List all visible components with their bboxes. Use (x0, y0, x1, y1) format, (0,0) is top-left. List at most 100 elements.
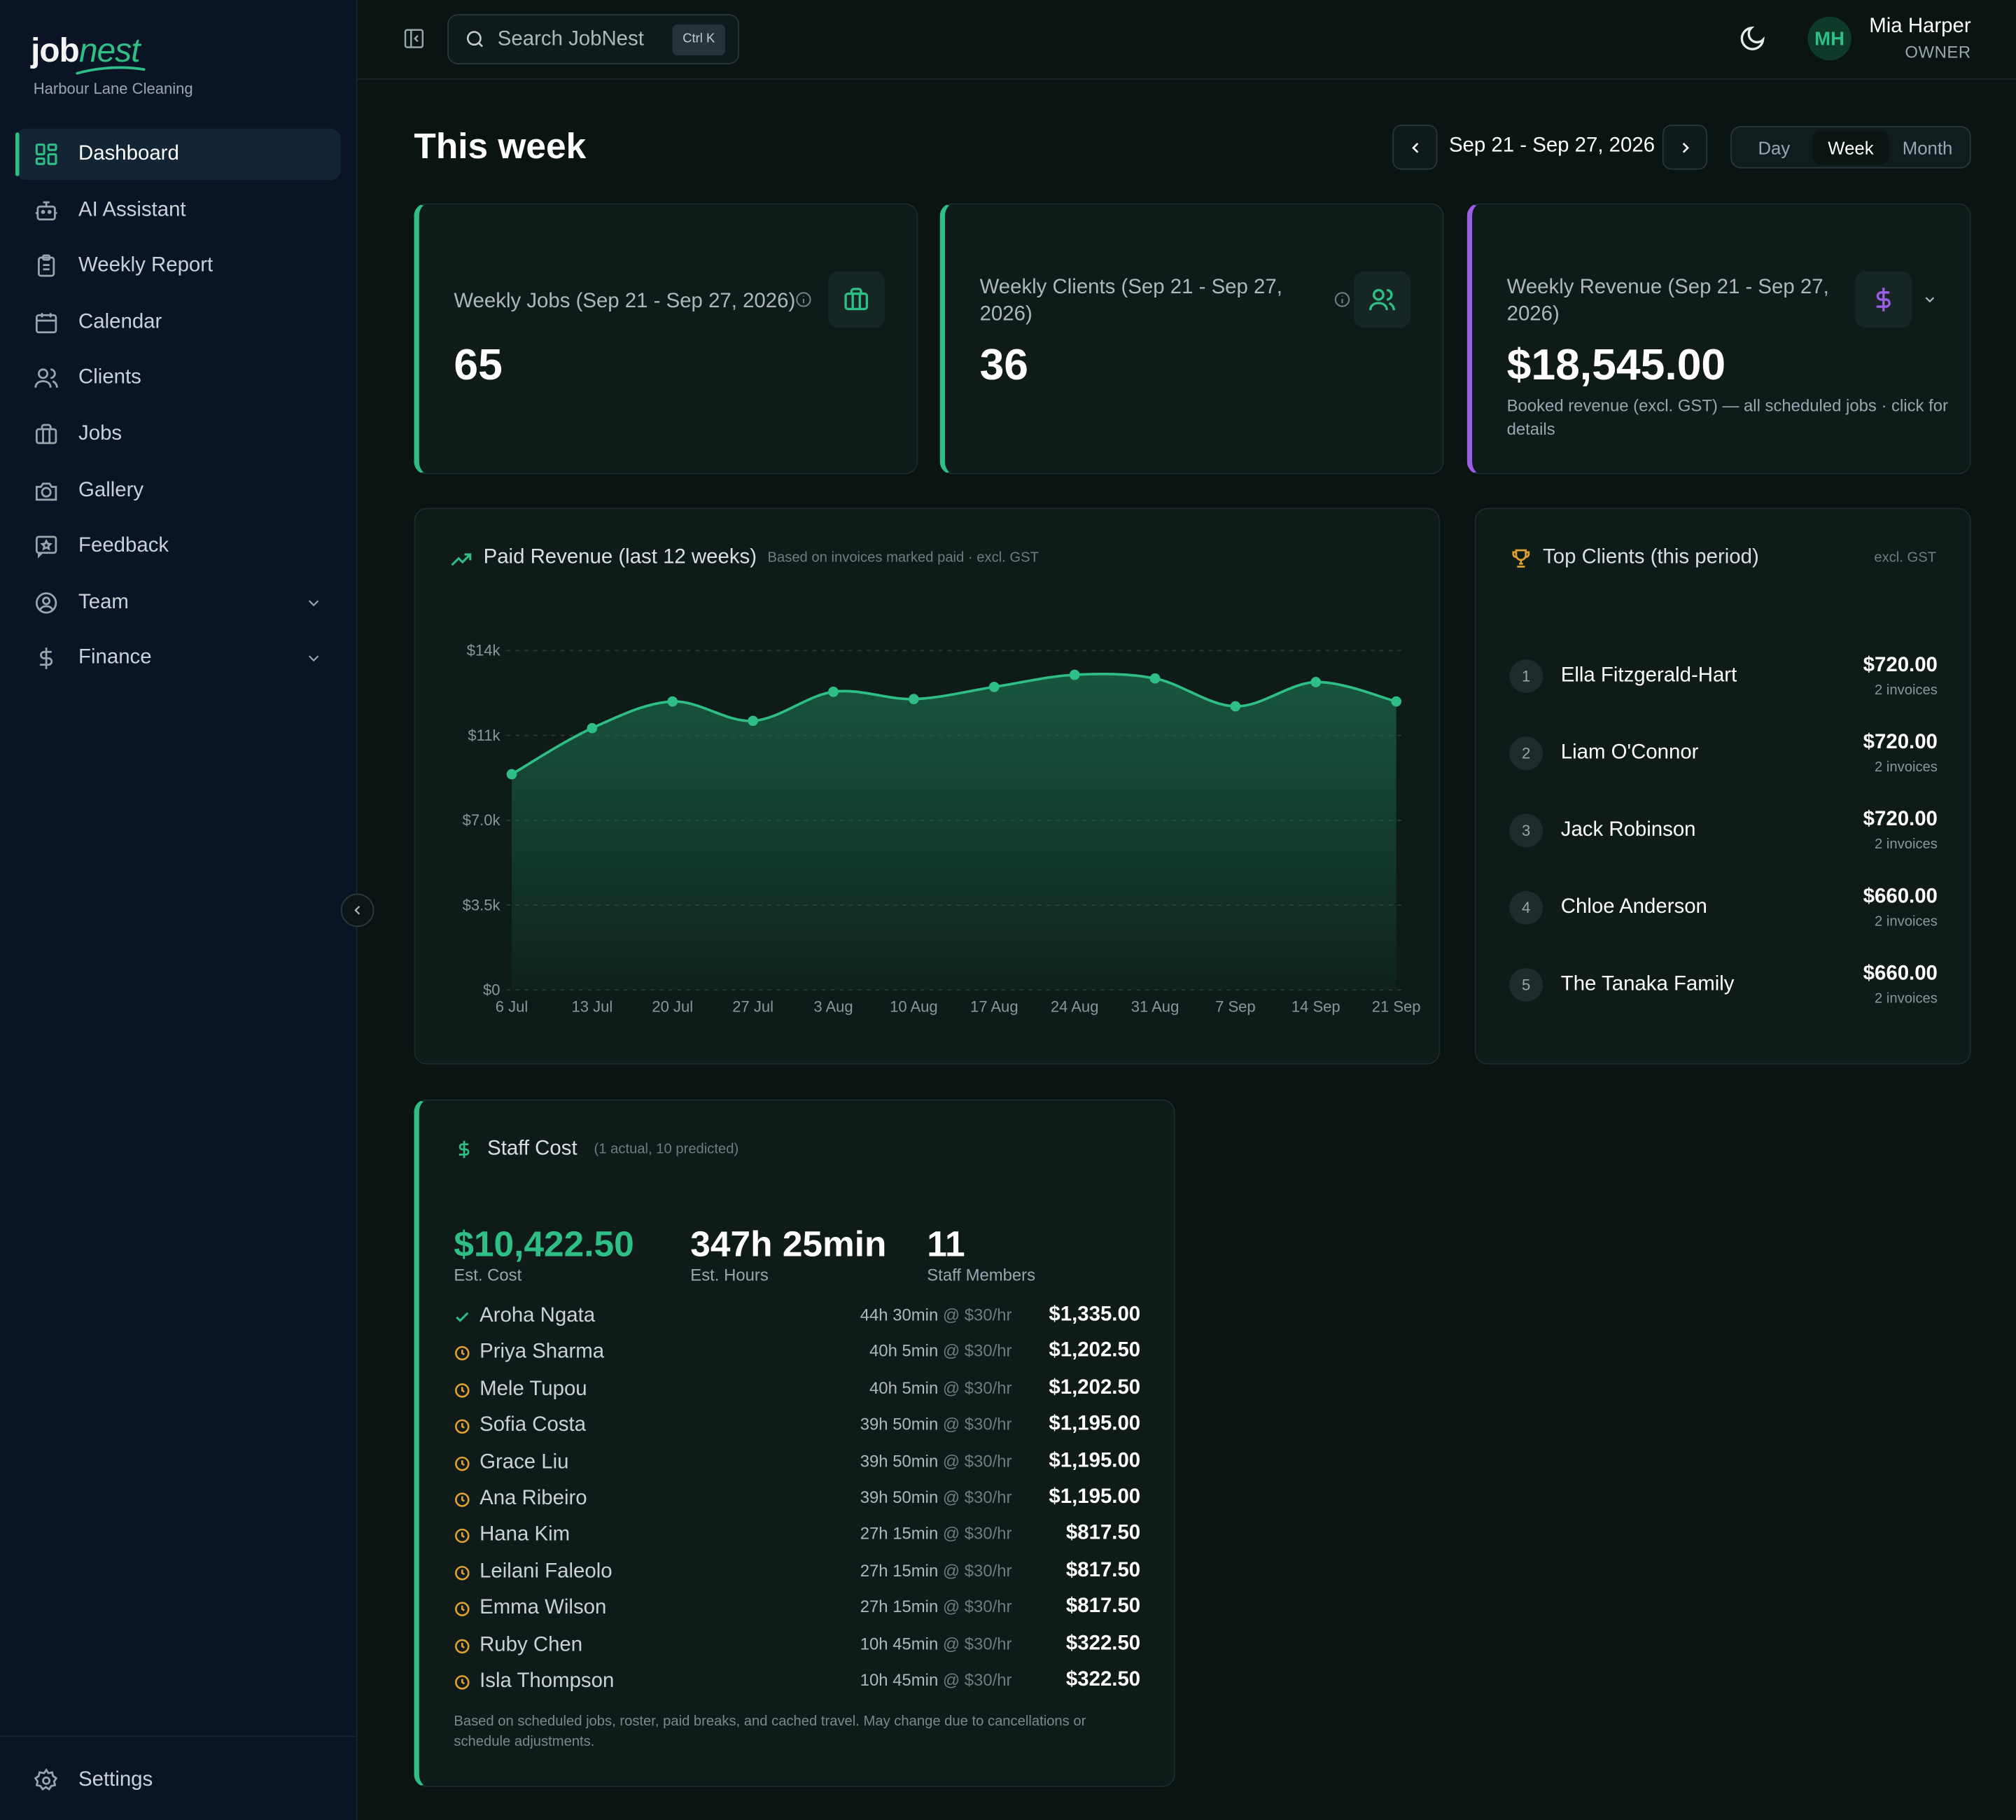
x-tick-label: 17 Aug (970, 997, 1018, 1015)
data-point[interactable] (748, 715, 758, 727)
staff-hours: 27h 15min @ $30/hr (860, 1560, 1012, 1580)
data-point[interactable] (667, 696, 678, 707)
chevron-down-icon[interactable] (304, 594, 323, 612)
estimated-hours-label: Est. Hours (690, 1265, 769, 1284)
client-invoices: 2 invoices (1875, 991, 1938, 1007)
staff-row: Leilani Faleolo 27h 15min @ $30/hr $817.50 (454, 1558, 1140, 1589)
list-item[interactable]: 2 Liam O'Connor $720.00 2 invoices (1509, 732, 1938, 785)
data-point[interactable] (1069, 669, 1080, 680)
staff-hours-value: 40h 5min (869, 1378, 939, 1398)
client-rank: 4 (1509, 890, 1544, 925)
chevron-down-icon[interactable] (304, 650, 323, 668)
paid-revenue-title: Paid Revenue (last 12 weeks) (483, 546, 757, 568)
staff-cost: $322.50 (1065, 1632, 1141, 1655)
staff-name: Sofia Costa (479, 1414, 587, 1436)
trending-up-icon (451, 553, 472, 566)
staff-name: Priya Sharma (479, 1341, 605, 1364)
sidebar-item-label: Settings (78, 1769, 153, 1791)
sidebar-item-feedback[interactable]: Feedback (15, 521, 341, 572)
sidebar-item-jobs[interactable]: Jobs (15, 409, 341, 460)
list-item[interactable]: 3 Jack Robinson $720.00 2 invoices (1509, 808, 1938, 862)
page-title: This week (414, 125, 587, 166)
sidebar-footer: Settings (0, 1735, 358, 1791)
y-tick-label: $14k (467, 642, 501, 659)
staff-row: Isla Thompson 10h 45min @ $30/hr $322.50 (454, 1667, 1140, 1698)
staff-hours: 27h 15min @ $30/hr (860, 1597, 1012, 1617)
sidebar-item-finance[interactable]: Finance (15, 633, 341, 684)
brand-logo[interactable]: jobnest (31, 31, 140, 71)
info-icon[interactable] (1334, 290, 1352, 309)
sidebar-item-weekly-report[interactable]: Weekly Report (15, 241, 341, 292)
staff-rate: @ $30/hr (942, 1305, 1012, 1324)
sidebar-item-calendar[interactable]: Calendar (15, 297, 341, 348)
staff-cost-card: Staff Cost (1 actual, 10 predicted) $10,… (414, 1099, 1175, 1788)
search-input[interactable]: Search JobNest (497, 27, 644, 50)
panel-toggle-icon[interactable] (402, 27, 426, 50)
weekly-jobs-card[interactable]: Weekly Jobs (Sep 21 - Sep 27, 2026) 65 (414, 203, 918, 475)
data-point[interactable] (988, 681, 1000, 692)
clock-icon (455, 1529, 470, 1544)
sidebar-item-ai-assistant[interactable]: AI Assistant (15, 185, 341, 236)
client-amount: $720.00 (1863, 654, 1938, 677)
staff-hours: 27h 15min @ $30/hr (860, 1524, 1012, 1544)
weekly-clients-value: 36 (979, 340, 1029, 390)
client-invoices: 2 invoices (1875, 760, 1938, 776)
search-box[interactable]: Search JobNest Ctrl K (447, 14, 740, 64)
data-point[interactable] (1149, 673, 1161, 684)
jobs-badge (827, 271, 885, 328)
estimated-hours: 347h 25min (690, 1224, 887, 1264)
list-item[interactable]: 5 The Tanaka Family $660.00 2 invoices (1509, 963, 1938, 1016)
client-name: The Tanaka Family (1560, 973, 1735, 995)
staff-rate: @ $30/hr (942, 1524, 1012, 1544)
weekly-clients-card[interactable]: Weekly Clients (Sep 21 - Sep 27, 2026) 3… (939, 203, 1444, 475)
list-item[interactable]: 1 Ella Fitzgerald-Hart $720.00 2 invoice… (1509, 654, 1938, 708)
staff-row: Ana Ribeiro 39h 50min @ $30/hr $1,195.00 (454, 1485, 1140, 1516)
client-invoices: 2 invoices (1875, 913, 1938, 930)
sidebar-collapse-button[interactable] (340, 893, 374, 927)
list-item[interactable]: 4 Chloe Anderson $660.00 2 invoices (1509, 886, 1938, 939)
staff-cost: $322.50 (1065, 1669, 1141, 1691)
view-week-button[interactable]: Week (1812, 130, 1889, 164)
moon-icon[interactable] (1738, 24, 1766, 52)
data-point[interactable] (1310, 677, 1322, 687)
client-name: Liam O'Connor (1560, 741, 1699, 764)
sidebar-item-settings[interactable]: Settings (15, 1755, 341, 1806)
sidebar-item-clients[interactable]: Clients (15, 353, 341, 404)
data-point[interactable] (828, 686, 839, 697)
data-point[interactable] (506, 769, 517, 780)
staff-hours: 40h 5min @ $30/hr (869, 1378, 1011, 1398)
topbar: Search JobNest Ctrl K MH Mia Harper OWNE… (357, 0, 2016, 80)
data-point[interactable] (587, 722, 598, 734)
data-point[interactable] (1230, 701, 1241, 712)
avatar[interactable]: MH (1807, 16, 1851, 61)
chevron-left-icon (354, 906, 360, 915)
staff-name: Isla Thompson (479, 1670, 615, 1693)
chevron-right-icon (1681, 141, 1689, 153)
previous-period-button[interactable] (1392, 125, 1438, 170)
staff-name: Emma Wilson (479, 1597, 607, 1619)
data-point[interactable] (1391, 696, 1402, 707)
client-rank: 2 (1509, 736, 1544, 771)
clock-icon (455, 1346, 470, 1362)
view-month-button[interactable]: Month (1902, 136, 1953, 158)
chevron-down-icon[interactable] (1922, 292, 1938, 307)
weekly-revenue-card[interactable]: Weekly Revenue (Sep 21 - Sep 27, 2026) $… (1466, 203, 1971, 475)
estimated-cost: $10,422.50 (454, 1224, 634, 1264)
weekly-jobs-title: Weekly Jobs (Sep 21 - Sep 27, 2026) (454, 290, 796, 313)
staff-name: Leilani Faleolo (479, 1560, 612, 1583)
staff-cost: $817.50 (1065, 1595, 1141, 1618)
staff-hours-value: 10h 45min (860, 1670, 939, 1690)
x-tick-label: 3 Aug (813, 997, 853, 1015)
chevron-left-icon (1411, 141, 1418, 153)
sidebar-item-gallery[interactable]: Gallery (15, 465, 341, 516)
view-day-button[interactable]: Day (1758, 136, 1791, 158)
sidebar-item-team[interactable]: Team (15, 577, 341, 628)
clock-icon (455, 1675, 470, 1690)
info-icon[interactable] (794, 290, 813, 309)
next-period-button[interactable] (1662, 125, 1708, 170)
data-point[interactable] (909, 694, 919, 704)
x-tick-label: 24 Aug (1051, 997, 1099, 1015)
sidebar-item-dashboard[interactable]: Dashboard (15, 128, 341, 181)
staff-hours-value: 39h 50min (860, 1488, 939, 1507)
staff-row: Sofia Costa 39h 50min @ $30/hr $1,195.00 (454, 1412, 1140, 1443)
